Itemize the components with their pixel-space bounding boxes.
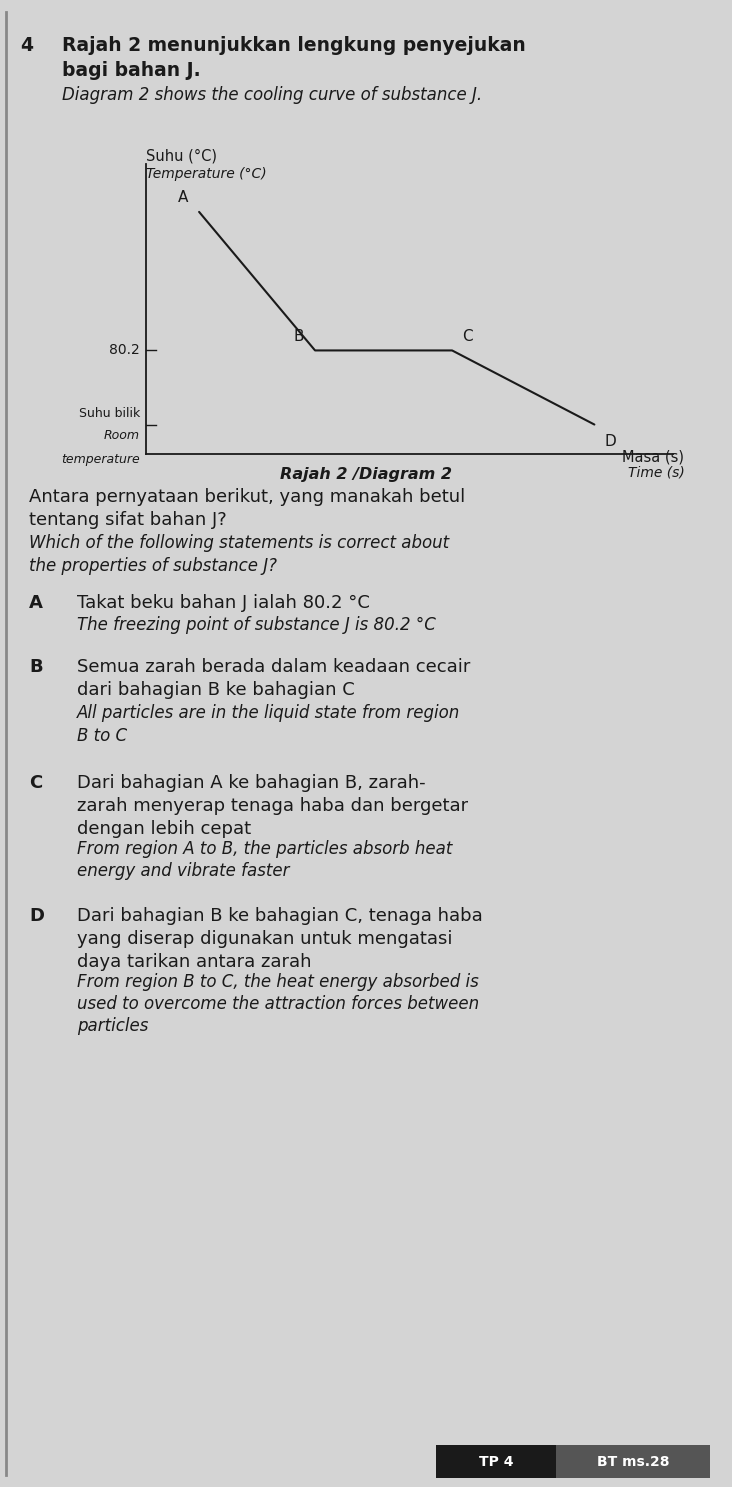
Text: particles: particles — [77, 1017, 149, 1035]
Text: Suhu (°C): Suhu (°C) — [146, 149, 217, 164]
Text: A: A — [29, 593, 43, 611]
Text: temperature: temperature — [61, 454, 140, 467]
Text: used to overcome the attraction forces between: used to overcome the attraction forces b… — [77, 995, 479, 1013]
Text: From region A to B, the particles absorb heat: From region A to B, the particles absorb… — [77, 840, 452, 858]
Text: Suhu bilik: Suhu bilik — [79, 407, 140, 419]
Text: C: C — [29, 773, 42, 791]
Text: TP 4: TP 4 — [479, 1454, 513, 1469]
Text: dengan lebih cepat: dengan lebih cepat — [77, 819, 251, 837]
Text: Time (s): Time (s) — [627, 465, 684, 479]
Text: B to C: B to C — [77, 727, 127, 745]
Text: BT ms.28: BT ms.28 — [597, 1454, 670, 1469]
Text: The freezing point of substance J is 80.2 °C: The freezing point of substance J is 80.… — [77, 616, 436, 633]
Text: the properties of substance J?: the properties of substance J? — [29, 556, 277, 575]
Text: zarah menyerap tenaga haba dan bergetar: zarah menyerap tenaga haba dan bergetar — [77, 797, 468, 815]
Text: tentang sifat bahan J?: tentang sifat bahan J? — [29, 510, 227, 529]
Text: Dari bahagian A ke bahagian B, zarah-: Dari bahagian A ke bahagian B, zarah- — [77, 773, 425, 791]
Text: dari bahagian B ke bahagian C: dari bahagian B ke bahagian C — [77, 681, 354, 699]
Text: D: D — [29, 907, 44, 925]
Text: Diagram 2 shows the cooling curve of substance J.: Diagram 2 shows the cooling curve of sub… — [62, 86, 482, 104]
Text: bagi bahan J.: bagi bahan J. — [62, 61, 201, 80]
Text: yang diserap digunakan untuk mengatasi: yang diserap digunakan untuk mengatasi — [77, 931, 452, 949]
Text: Dari bahagian B ke bahagian C, tenaga haba: Dari bahagian B ke bahagian C, tenaga ha… — [77, 907, 482, 925]
Text: Semua zarah berada dalam keadaan cecair: Semua zarah berada dalam keadaan cecair — [77, 659, 470, 677]
Text: D: D — [605, 434, 616, 449]
Text: Takat beku bahan J ialah 80.2 °C: Takat beku bahan J ialah 80.2 °C — [77, 593, 370, 611]
Text: B: B — [29, 659, 43, 677]
Text: daya tarikan antara zarah: daya tarikan antara zarah — [77, 953, 311, 971]
Text: Which of the following statements is correct about: Which of the following statements is cor… — [29, 534, 449, 552]
Text: Rajah 2 /Diagram 2: Rajah 2 /Diagram 2 — [280, 467, 452, 482]
Text: Rajah 2 menunjukkan lengkung penyejukan: Rajah 2 menunjukkan lengkung penyejukan — [62, 36, 526, 55]
Text: energy and vibrate faster: energy and vibrate faster — [77, 861, 289, 880]
Text: B: B — [294, 330, 305, 345]
Text: All particles are in the liquid state from region: All particles are in the liquid state fr… — [77, 705, 460, 723]
Text: C: C — [463, 330, 473, 345]
Text: Masa (s): Masa (s) — [622, 449, 684, 464]
Text: Room: Room — [104, 430, 140, 442]
Text: A: A — [178, 190, 188, 205]
Text: 4: 4 — [20, 36, 34, 55]
Text: Temperature (°C): Temperature (°C) — [146, 167, 267, 180]
Text: From region B to C, the heat energy absorbed is: From region B to C, the heat energy abso… — [77, 972, 479, 992]
Text: Antara pernyataan berikut, yang manakah betul: Antara pernyataan berikut, yang manakah … — [29, 488, 466, 506]
Text: 80.2: 80.2 — [109, 343, 140, 357]
